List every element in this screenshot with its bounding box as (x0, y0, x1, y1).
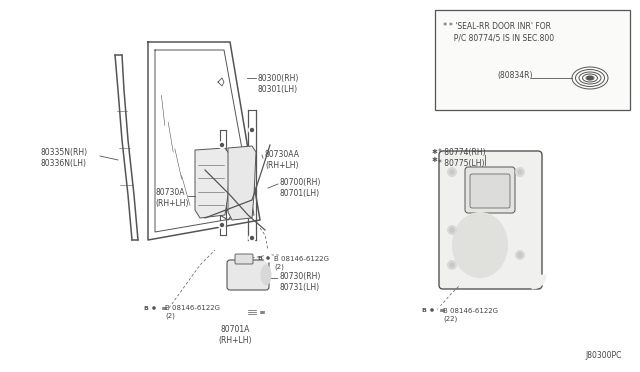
Polygon shape (228, 146, 256, 220)
Text: ✱: ✱ (432, 149, 438, 155)
Circle shape (218, 221, 225, 228)
Circle shape (248, 126, 255, 134)
Text: *: * (443, 22, 447, 31)
Text: B: B (422, 308, 426, 312)
Text: (80834R): (80834R) (497, 71, 532, 80)
Text: P/C 80774/5 IS IN SEC.800: P/C 80774/5 IS IN SEC.800 (449, 33, 554, 42)
Circle shape (450, 170, 454, 174)
FancyBboxPatch shape (470, 174, 510, 208)
Text: B: B (143, 305, 148, 311)
Circle shape (515, 250, 525, 260)
Text: * 80774(RH)
* 80775(LH): * 80774(RH) * 80775(LH) (438, 148, 486, 168)
Wedge shape (532, 275, 546, 289)
Circle shape (515, 167, 525, 176)
Circle shape (447, 225, 456, 234)
Circle shape (264, 254, 272, 262)
Circle shape (248, 234, 255, 241)
Circle shape (150, 304, 158, 312)
Circle shape (152, 306, 156, 310)
Text: J80300PC: J80300PC (586, 351, 622, 360)
Text: 80700(RH)
80701(LH): 80700(RH) 80701(LH) (280, 178, 321, 198)
Circle shape (518, 170, 522, 174)
Circle shape (250, 237, 253, 240)
Ellipse shape (588, 77, 593, 80)
Text: 80300(RH)
80301(LH): 80300(RH) 80301(LH) (258, 74, 300, 94)
Circle shape (221, 224, 223, 227)
Circle shape (450, 263, 454, 267)
Text: ✱: ✱ (432, 157, 438, 163)
Circle shape (430, 308, 434, 312)
Circle shape (266, 256, 270, 260)
Text: B 08146-6122G
(22): B 08146-6122G (22) (443, 308, 498, 322)
Circle shape (447, 167, 456, 176)
FancyBboxPatch shape (439, 151, 542, 289)
Circle shape (221, 144, 223, 147)
Circle shape (447, 260, 456, 269)
FancyBboxPatch shape (235, 254, 253, 264)
Circle shape (160, 304, 168, 312)
FancyBboxPatch shape (227, 260, 269, 290)
Ellipse shape (261, 265, 271, 285)
Circle shape (245, 305, 259, 319)
Text: 80335N(RH)
80336N(LH): 80335N(RH) 80336N(LH) (40, 148, 87, 168)
Circle shape (450, 228, 454, 232)
Circle shape (258, 308, 266, 316)
Text: 80730(RH)
80731(LH): 80730(RH) 80731(LH) (280, 272, 321, 292)
Text: * 'SEAL-RR DOOR INR' FOR: * 'SEAL-RR DOOR INR' FOR (449, 22, 551, 31)
Text: B 08146-6122G
(2): B 08146-6122G (2) (274, 256, 329, 270)
Text: B: B (258, 256, 262, 260)
Circle shape (250, 128, 253, 131)
Text: 80730AA
(RH+LH): 80730AA (RH+LH) (265, 150, 300, 170)
Text: B 08146-6122G
(2): B 08146-6122G (2) (165, 305, 220, 319)
Polygon shape (195, 148, 230, 218)
Ellipse shape (452, 212, 508, 278)
FancyBboxPatch shape (435, 10, 630, 110)
Circle shape (428, 306, 436, 314)
Circle shape (518, 253, 522, 257)
Text: 80730A
(RH+LH): 80730A (RH+LH) (155, 188, 189, 208)
Circle shape (438, 306, 446, 314)
Text: 80701A
(RH+LH): 80701A (RH+LH) (218, 325, 252, 345)
Circle shape (218, 141, 225, 148)
FancyBboxPatch shape (465, 167, 515, 213)
